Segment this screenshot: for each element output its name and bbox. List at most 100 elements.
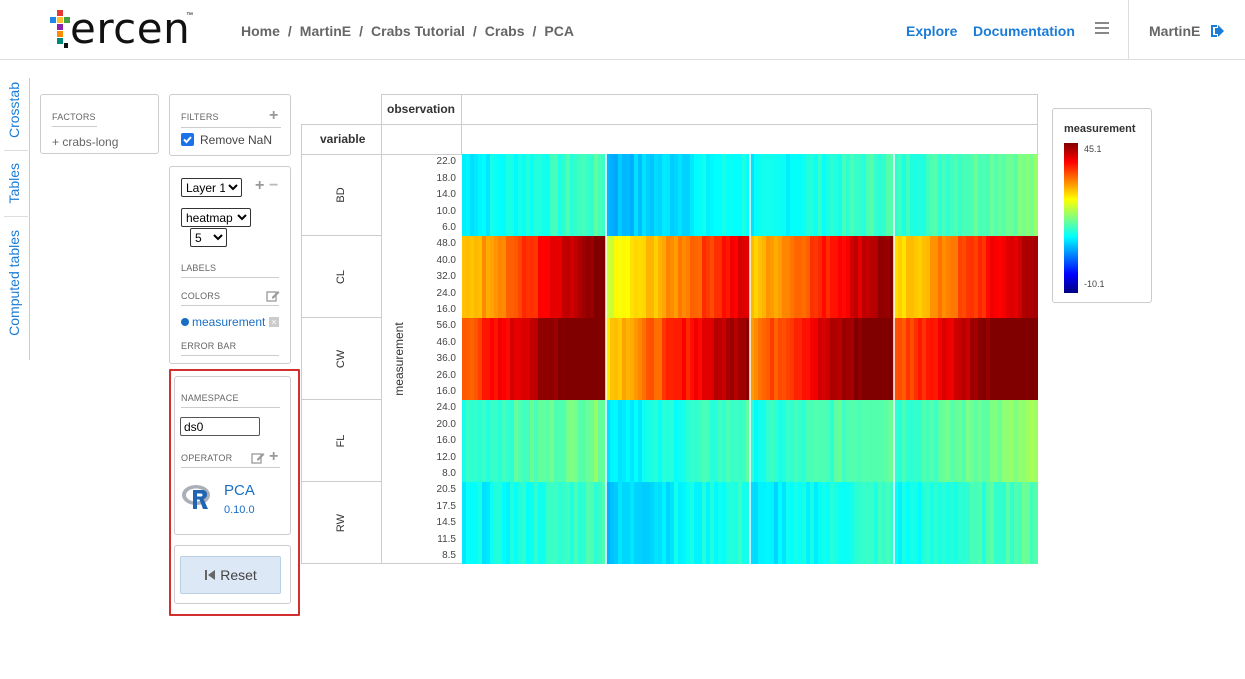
heatmap-cell <box>578 482 583 564</box>
heatmap-cell <box>854 318 859 400</box>
heatmap-cell <box>494 318 499 400</box>
heatmap-cell <box>734 318 739 400</box>
heatmap-cell <box>962 318 967 400</box>
logout-icon[interactable] <box>1210 24 1226 38</box>
tab-computed-tables[interactable]: Computed tables <box>6 230 22 336</box>
heatmap-cell <box>582 318 587 400</box>
heatmap-cell <box>1034 400 1038 482</box>
errorbar-title: ERROR BAR <box>181 341 279 356</box>
grid-line <box>1037 94 1038 154</box>
heatmap-cell <box>870 236 875 318</box>
heatmap-cell <box>962 482 967 564</box>
heatmap-cell <box>938 236 943 318</box>
heatmap-cell <box>854 154 859 236</box>
breadcrumb-home[interactable]: Home <box>241 23 280 39</box>
heatmap-cell <box>778 236 783 318</box>
tab-crosstab[interactable]: Crosstab <box>6 82 22 139</box>
heatmap-cell <box>934 400 939 482</box>
y-axis-label[interactable]: measurement <box>392 322 406 396</box>
heatmap-cell <box>822 400 827 482</box>
heatmap-cell <box>942 318 947 400</box>
row-factor-header[interactable]: variable <box>320 132 366 146</box>
heatmap-cell <box>798 482 803 564</box>
heatmap-cell <box>494 236 499 318</box>
edit-operator-icon[interactable] <box>251 451 265 464</box>
heatmap-cell <box>534 236 539 318</box>
heatmap-cell <box>978 482 983 564</box>
heatmap-cell <box>982 236 987 318</box>
heatmap-cell <box>966 318 971 400</box>
heatmap-cell <box>746 318 751 400</box>
add-filter-icon[interactable]: + <box>269 107 279 124</box>
heatmap-cell <box>690 236 695 318</box>
heatmap-cell <box>570 482 575 564</box>
heatmap-cell <box>942 482 947 564</box>
breadcrumb-step[interactable]: PCA <box>544 23 574 39</box>
breadcrumb-project[interactable]: Crabs Tutorial <box>371 23 465 39</box>
heatmap-cell <box>738 318 743 400</box>
reset-button[interactable]: Reset <box>180 556 281 594</box>
heatmap-cell <box>714 400 719 482</box>
breadcrumb-workflow[interactable]: Crabs <box>484 23 525 39</box>
heatmap-cell <box>1026 236 1031 318</box>
remove-color-icon[interactable]: × <box>269 317 279 327</box>
namespace-input[interactable] <box>180 417 260 436</box>
heatmap-cell <box>970 154 975 236</box>
heatmap-cell <box>770 318 775 400</box>
heatmap-cell <box>786 482 791 564</box>
heatmap-cell <box>914 154 919 236</box>
factor-item[interactable]: + crabs-long <box>52 135 118 149</box>
heatmap-cell <box>842 236 847 318</box>
remove-nan-checkbox[interactable] <box>181 133 194 146</box>
point-size-select[interactable]: 5 <box>190 228 227 247</box>
heatmap-cell <box>914 236 919 318</box>
grid-line <box>301 481 381 482</box>
heatmap-cell <box>702 236 707 318</box>
column-factor-header[interactable]: observation <box>387 102 456 116</box>
heatmap-cell <box>730 482 735 564</box>
remove-nan-label[interactable]: Remove NaN <box>200 133 273 147</box>
heatmap[interactable] <box>462 154 1038 564</box>
heatmap-cell <box>1010 400 1015 482</box>
legend-title: measurement <box>1064 123 1136 135</box>
tab-tables[interactable]: Tables <box>6 163 22 204</box>
y-tick-label: 20.0 <box>436 418 456 430</box>
user-name[interactable]: MartinE <box>1149 23 1201 39</box>
heatmap-cell <box>714 482 719 564</box>
heatmap-cell <box>630 318 635 400</box>
reset-label: Reset <box>220 567 257 583</box>
hamburger-icon[interactable] <box>1095 22 1109 36</box>
explore-link[interactable]: Explore <box>906 23 958 39</box>
add-operator-icon[interactable]: + <box>269 448 279 465</box>
y-tick-label: 40.0 <box>436 254 456 266</box>
heatmap-cell <box>938 318 943 400</box>
heatmap-cell <box>1022 318 1027 400</box>
y-tick-label: 8.5 <box>442 550 456 562</box>
heatmap-cell <box>754 318 759 400</box>
edit-colors-icon[interactable] <box>266 289 280 302</box>
heatmap-cell <box>1006 482 1011 564</box>
add-layer-icon[interactable]: + <box>255 177 265 194</box>
heatmap-cell <box>862 400 867 482</box>
heatmap-cell <box>890 482 895 564</box>
chart-type-select[interactable]: heatmap <box>181 208 251 227</box>
y-tick-label: 18.0 <box>436 172 456 184</box>
heatmap-cell <box>658 236 663 318</box>
operator-name[interactable]: PCA <box>224 482 255 499</box>
heatmap-cell <box>918 400 923 482</box>
breadcrumb-user[interactable]: MartinE <box>299 23 352 39</box>
grid-line <box>301 317 381 318</box>
heatmap-cell <box>750 482 755 564</box>
tercen-logo[interactable]: ercen ™ <box>48 4 198 53</box>
heatmap-cell <box>474 154 479 236</box>
color-factor-item[interactable]: measurement <box>181 315 265 329</box>
layer-select[interactable]: Layer 1 <box>181 178 242 197</box>
heatmap-cell <box>598 154 603 236</box>
heatmap-cell <box>754 154 759 236</box>
heatmap-cell <box>622 154 627 236</box>
heatmap-cell <box>558 482 563 564</box>
heatmap-cell <box>462 482 467 564</box>
remove-layer-icon[interactable]: − <box>269 177 279 194</box>
documentation-link[interactable]: Documentation <box>973 23 1075 39</box>
header-divider <box>1128 0 1129 60</box>
